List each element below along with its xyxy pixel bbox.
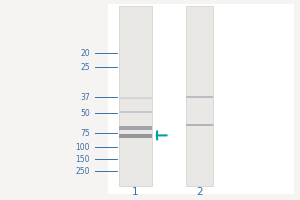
Text: 20: 20	[80, 48, 90, 58]
Bar	[118, 97, 152, 99]
Bar	[118, 111, 152, 113]
Text: 25: 25	[80, 62, 90, 72]
Text: 50: 50	[80, 108, 90, 117]
Bar	[186, 6, 213, 186]
Text: 37: 37	[80, 92, 90, 102]
Bar	[118, 6, 152, 186]
Text: 150: 150	[76, 154, 90, 164]
Bar	[118, 126, 152, 130]
Bar	[186, 96, 213, 98]
Bar	[118, 134, 152, 138]
Text: 75: 75	[80, 129, 90, 138]
Text: 1: 1	[132, 187, 138, 197]
Text: 2: 2	[196, 187, 203, 197]
Bar	[186, 124, 213, 126]
Text: 100: 100	[76, 142, 90, 152]
Bar	[108, 4, 294, 194]
Text: 250: 250	[76, 166, 90, 176]
